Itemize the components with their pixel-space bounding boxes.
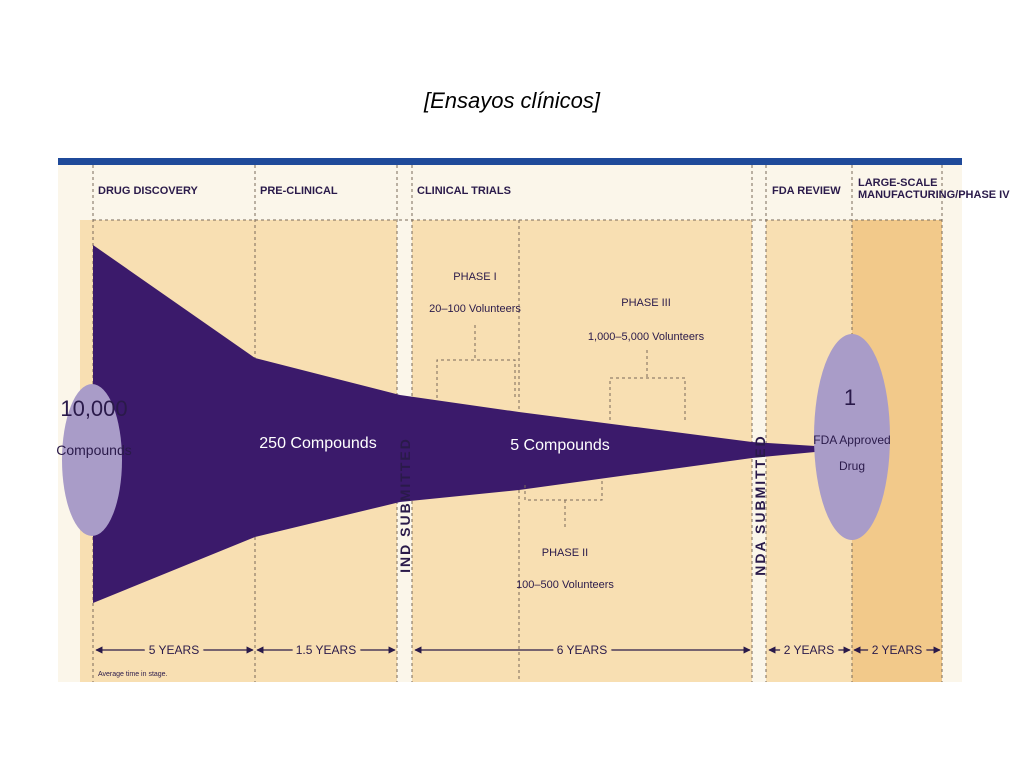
stage-label: LARGE-SCALE xyxy=(858,177,937,189)
phase-iii: PHASE III 1,000–5,000 Volunteers xyxy=(588,297,705,420)
duration: 5 YEARS xyxy=(149,643,199,657)
duration: 2 YEARS xyxy=(872,643,922,657)
phase-volunteers: 20–100 Volunteers xyxy=(429,303,521,315)
start-circle xyxy=(62,384,122,536)
stage-label: MANUFACTURING/PHASE IV xyxy=(858,189,1010,201)
phase-ii: PHASE II 100–500 Volunteers xyxy=(516,480,614,591)
stage-label: FDA REVIEW xyxy=(772,185,841,197)
duration: 1.5 YEARS xyxy=(296,643,356,657)
slide-title: [Ensayos clínicos] xyxy=(423,88,601,113)
bracket xyxy=(524,480,603,501)
stage-label: PRE-CLINICAL xyxy=(260,185,338,197)
milestone: IND SUBMITTED xyxy=(397,437,413,573)
end-label: Drug xyxy=(839,459,865,473)
bracket xyxy=(609,377,686,420)
end-label: FDA Approved xyxy=(813,433,890,447)
bracket xyxy=(436,359,516,398)
phase-name: PHASE II xyxy=(542,547,588,559)
stage-label: CLINICAL TRIALS xyxy=(417,185,511,197)
end-circle xyxy=(814,334,890,540)
count-label: 250 Compounds xyxy=(259,435,376,452)
footnote: Average time in stage. xyxy=(98,671,168,678)
phase-i: PHASE I 20–100 Volunteers xyxy=(429,271,521,398)
phase-name: PHASE III xyxy=(621,297,671,309)
duration: 2 YEARS xyxy=(784,643,834,657)
start-label: Compounds xyxy=(56,442,132,458)
top-bar xyxy=(58,158,962,165)
duration: 6 YEARS xyxy=(557,643,607,657)
count-label: 5 Compounds xyxy=(510,437,610,454)
phase-volunteers: 100–500 Volunteers xyxy=(516,579,614,591)
end-number: 1 xyxy=(844,385,856,410)
stage-label: DRUG DISCOVERY xyxy=(98,185,198,197)
phase-name: PHASE I xyxy=(453,271,496,283)
milestone: NDA SUBMITTED xyxy=(752,434,768,575)
start-number: 10,000 xyxy=(60,396,127,421)
phase-volunteers: 1,000–5,000 Volunteers xyxy=(588,331,705,343)
funnel xyxy=(93,245,815,603)
